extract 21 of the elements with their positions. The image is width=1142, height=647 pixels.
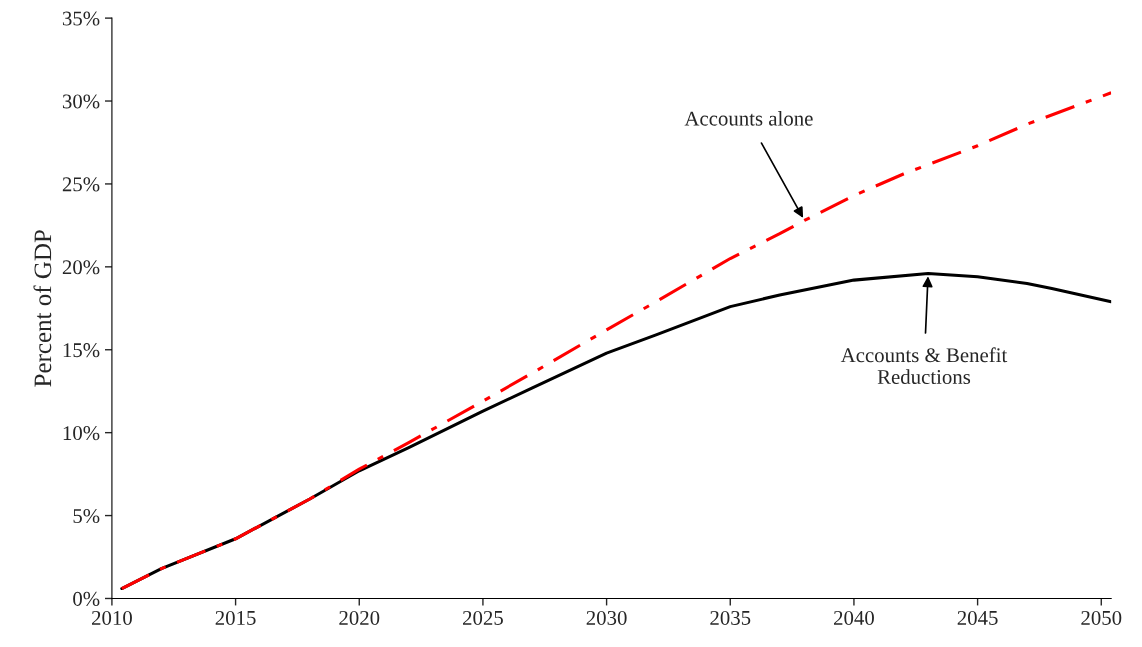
x-tick-label: 2020 [339, 610, 380, 625]
y-tick-label: 0% [73, 591, 100, 606]
x-tick-label: 2030 [586, 610, 627, 625]
x-tick-label: 2025 [463, 610, 503, 625]
y-tick-label: 10% [63, 426, 100, 441]
x-tick-label: 2010 [92, 610, 132, 625]
y-tick-label: 15% [63, 343, 100, 358]
annotation: Accounts alone [684, 110, 813, 126]
x-tick-label: 2015 [215, 610, 256, 625]
x-tick-label: 2035 [710, 610, 751, 625]
line-series [120, 91, 1112, 591]
y-tick-label: 30% [62, 94, 100, 109]
x-tick-label: 2045 [957, 610, 998, 625]
y-tick-label: 35% [62, 11, 100, 26]
x-tick-label: 2040 [834, 610, 874, 625]
y-tick-label: 20% [62, 260, 100, 275]
y-tick-label: 25% [62, 177, 100, 192]
x-tick-label: 2050 [1081, 610, 1122, 625]
y-tick-label: 5% [73, 508, 100, 524]
y-axis-title: Percent of GDP [33, 230, 52, 387]
annotation: Accounts & Benefit Reductions [840, 347, 1008, 385]
